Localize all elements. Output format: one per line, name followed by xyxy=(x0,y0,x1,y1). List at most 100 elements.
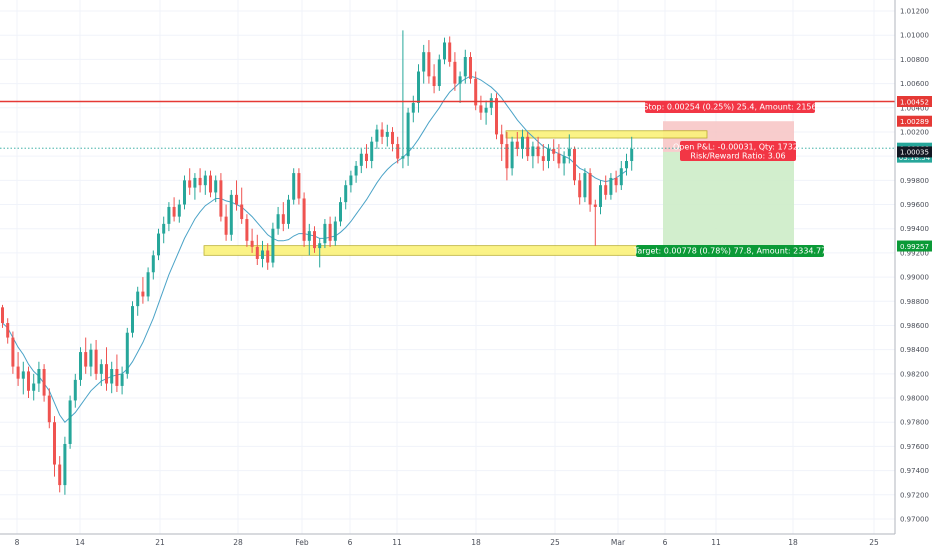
candle xyxy=(333,216,337,246)
stop-price-tag[interactable]: 1.00289 xyxy=(897,115,932,127)
candle-body xyxy=(193,177,197,188)
y-tick-label: 0.98200 xyxy=(900,370,929,378)
entry-price-tag[interactable]: 1.00035 xyxy=(897,146,932,158)
time-axis[interactable]: 8 14 21 28 Feb 6 11 18 25 Mar 6 11 18 25 xyxy=(0,533,895,547)
candle-body xyxy=(292,173,296,200)
candle xyxy=(328,216,332,247)
y-tick-label: 1.01000 xyxy=(900,32,929,40)
candle-body xyxy=(484,107,488,113)
stop-label-text: Stop: 0.00254 (0.25%) 25.4, Amount: 2156 xyxy=(643,103,816,112)
pnl-label-text: Risk/Reward Ratio: 3.06 xyxy=(690,152,785,161)
candle-body xyxy=(172,206,176,217)
candle-body xyxy=(266,250,270,263)
candle xyxy=(6,318,10,344)
candle xyxy=(370,136,374,169)
candle xyxy=(547,144,550,169)
candle xyxy=(21,361,25,395)
price-axis[interactable]: 1.01200 1.01000 1.00800 1.00600 1.00400 1.002… xyxy=(894,0,932,550)
candle-body xyxy=(463,57,467,77)
candle xyxy=(276,206,280,235)
candle xyxy=(84,337,88,374)
candle xyxy=(37,361,41,392)
candle xyxy=(469,52,472,84)
candle-body xyxy=(47,395,51,423)
candles xyxy=(1,30,634,495)
candle xyxy=(73,373,77,408)
candle-body xyxy=(318,243,322,249)
candle-body xyxy=(526,136,530,157)
candle xyxy=(375,124,379,149)
candle xyxy=(505,131,509,181)
candle xyxy=(354,161,358,183)
y-tick-label: 0.98600 xyxy=(900,322,929,330)
candle-body xyxy=(521,136,524,149)
y-tick-label: 0.99800 xyxy=(900,177,929,185)
candle xyxy=(578,173,582,205)
x-tick-label: 21 xyxy=(155,538,165,547)
candle xyxy=(401,30,405,169)
y-tick-label: 1.00200 xyxy=(900,128,929,136)
candle-body xyxy=(235,194,238,205)
candle xyxy=(255,234,259,265)
candle-body xyxy=(427,52,431,77)
candle-body xyxy=(448,42,452,62)
candle-body xyxy=(583,173,587,198)
candle-body xyxy=(562,156,566,164)
candle-body xyxy=(120,373,124,386)
candle-body xyxy=(328,223,332,241)
candle-body xyxy=(557,153,561,164)
candle xyxy=(349,170,353,193)
candle-body xyxy=(406,112,410,157)
candle-body xyxy=(214,180,218,193)
candle xyxy=(313,226,316,253)
x-tick-label: 28 xyxy=(233,538,243,547)
candle-body xyxy=(89,349,93,367)
y-tick-label: 1.00800 xyxy=(900,56,929,64)
candle-body xyxy=(536,146,540,157)
candle-body xyxy=(219,180,223,217)
candle xyxy=(203,170,207,195)
stop-price-tag-bg xyxy=(897,115,932,127)
candle-body xyxy=(177,204,181,217)
candle xyxy=(323,219,327,249)
candle-body xyxy=(58,464,62,486)
candle xyxy=(458,71,462,103)
candle xyxy=(146,267,150,302)
candle xyxy=(105,347,108,391)
candle-body xyxy=(198,177,202,186)
candle-body xyxy=(125,332,129,374)
candle xyxy=(240,187,244,224)
stop-label-bg xyxy=(645,101,815,113)
candle-body xyxy=(245,219,249,241)
candle xyxy=(47,388,51,429)
candle xyxy=(318,238,322,268)
candle-body xyxy=(32,383,36,391)
resistance-price-tag[interactable]: 1.00452 xyxy=(897,96,932,108)
candle-body xyxy=(349,175,353,186)
candle-body xyxy=(1,307,4,324)
y-tick-label: 1.00400 xyxy=(900,104,929,112)
candle-body xyxy=(110,369,114,384)
candle xyxy=(515,131,519,157)
x-tick-label: 18 xyxy=(471,538,481,547)
candle-body xyxy=(224,216,228,235)
candle xyxy=(271,222,275,268)
candle xyxy=(396,136,400,164)
candle-body xyxy=(16,366,20,379)
candle xyxy=(406,107,410,166)
x-tick-label: 25 xyxy=(869,538,879,547)
candle-body xyxy=(422,52,426,72)
candle xyxy=(292,168,296,205)
candle-body xyxy=(370,141,374,161)
candle-body xyxy=(271,228,275,263)
target-price-tag[interactable]: 0.99257 xyxy=(897,240,932,252)
candle xyxy=(588,168,592,212)
candle-body xyxy=(354,165,358,176)
y-tick-label: 0.98800 xyxy=(900,298,929,306)
y-tick-label: 0.97400 xyxy=(900,467,929,475)
price-axis-background[interactable] xyxy=(895,0,932,550)
y-tick-label: 0.98400 xyxy=(900,346,929,354)
candle xyxy=(261,240,264,268)
